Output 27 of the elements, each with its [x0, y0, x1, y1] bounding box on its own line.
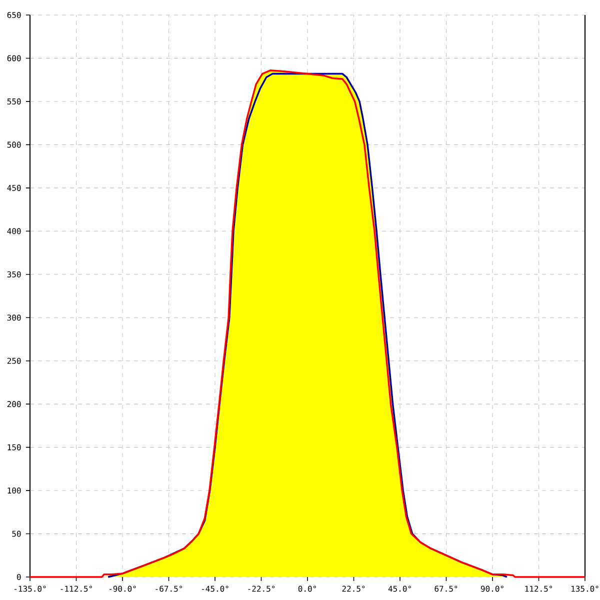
x-tick-label: 112.5° [525, 586, 552, 592]
y-tick-label: 350 [7, 271, 21, 278]
x-tick-label: 45.0° [388, 586, 411, 592]
x-tick-label: 90.0° [480, 586, 504, 592]
y-tick-label: 250 [7, 358, 21, 364]
x-tick-label: -135.0° [14, 586, 46, 592]
x-tick-label: 67.5° [434, 586, 458, 592]
y-tick-label: 0 [16, 574, 21, 580]
x-tick-label: -22.5° [248, 586, 275, 592]
y-tick-label: 100 [8, 488, 21, 494]
y-tick-label: 600 [7, 55, 21, 62]
y-tick-label: 300 [7, 314, 21, 321]
x-tick-label: 0.0° [298, 586, 316, 592]
y-tick-label: 200 [7, 401, 21, 408]
x-tick-label: -90.0° [109, 586, 136, 592]
x-tick-label: 135.0° [572, 586, 598, 592]
x-tick-label: 22.5° [342, 586, 365, 592]
y-tick-label: 450 [7, 184, 21, 191]
y-tick-label: 500 [7, 142, 21, 148]
y-tick-label: 550 [7, 98, 21, 104]
y-tick-label: 150 [8, 444, 21, 450]
y-tick-label: 400 [7, 228, 21, 234]
y-tick-label: 50 [12, 530, 21, 537]
x-tick-label: -112.5° [60, 586, 92, 592]
x-tick-label: -67.5° [156, 586, 182, 592]
x-tick-label: -45.0° [202, 586, 228, 592]
y-tick-label: 650 [7, 12, 21, 18]
